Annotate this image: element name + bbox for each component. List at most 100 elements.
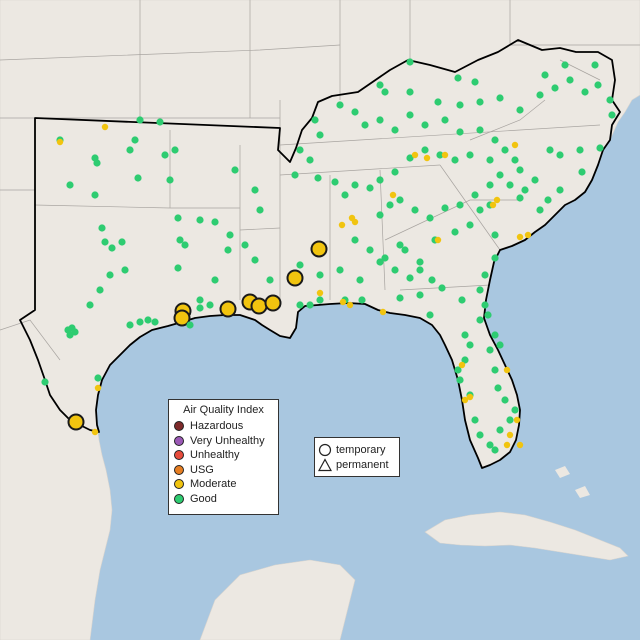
good-monitor-dot[interactable] <box>491 331 499 339</box>
temporary-monitor-marker[interactable] <box>310 240 328 258</box>
good-monitor-dot[interactable] <box>406 88 414 96</box>
good-monitor-dot[interactable] <box>71 328 79 336</box>
good-monitor-dot[interactable] <box>551 84 559 92</box>
good-monitor-dot[interactable] <box>481 271 489 279</box>
good-monitor-dot[interactable] <box>438 284 446 292</box>
good-monitor-dot[interactable] <box>396 241 404 249</box>
moderate-monitor-dot[interactable] <box>503 366 511 374</box>
good-monitor-dot[interactable] <box>466 341 474 349</box>
good-monitor-dot[interactable] <box>491 254 499 262</box>
good-monitor-dot[interactable] <box>451 228 459 236</box>
moderate-monitor-dot[interactable] <box>493 196 501 204</box>
good-monitor-dot[interactable] <box>581 88 589 96</box>
moderate-monitor-dot[interactable] <box>524 231 532 239</box>
good-monitor-dot[interactable] <box>421 146 429 154</box>
good-monitor-dot[interactable] <box>391 168 399 176</box>
moderate-monitor-dot[interactable] <box>91 428 99 436</box>
good-monitor-dot[interactable] <box>606 96 614 104</box>
good-monitor-dot[interactable] <box>476 126 484 134</box>
moderate-monitor-dot[interactable] <box>466 393 474 401</box>
good-monitor-dot[interactable] <box>491 231 499 239</box>
good-monitor-dot[interactable] <box>361 121 369 129</box>
good-monitor-dot[interactable] <box>576 146 584 154</box>
good-monitor-dot[interactable] <box>421 121 429 129</box>
good-monitor-dot[interactable] <box>556 186 564 194</box>
good-monitor-dot[interactable] <box>484 311 492 319</box>
good-monitor-dot[interactable] <box>311 116 319 124</box>
good-monitor-dot[interactable] <box>316 271 324 279</box>
good-monitor-dot[interactable] <box>406 154 414 162</box>
good-monitor-dot[interactable] <box>376 81 384 89</box>
moderate-monitor-dot[interactable] <box>489 201 497 209</box>
good-monitor-dot[interactable] <box>434 98 442 106</box>
good-monitor-dot[interactable] <box>386 201 394 209</box>
good-monitor-dot[interactable] <box>481 301 489 309</box>
good-monitor-dot[interactable] <box>476 98 484 106</box>
good-monitor-dot[interactable] <box>356 276 364 284</box>
good-monitor-dot[interactable] <box>596 144 604 152</box>
good-monitor-dot[interactable] <box>501 146 509 154</box>
good-monitor-dot[interactable] <box>436 151 444 159</box>
good-monitor-dot[interactable] <box>461 331 469 339</box>
good-monitor-dot[interactable] <box>91 191 99 199</box>
good-monitor-dot[interactable] <box>106 271 114 279</box>
good-monitor-dot[interactable] <box>441 116 449 124</box>
good-monitor-dot[interactable] <box>416 291 424 299</box>
good-monitor-dot[interactable] <box>126 146 134 154</box>
good-monitor-dot[interactable] <box>506 181 514 189</box>
good-monitor-dot[interactable] <box>131 136 139 144</box>
good-monitor-dot[interactable] <box>351 108 359 116</box>
moderate-monitor-dot[interactable] <box>423 154 431 162</box>
good-monitor-dot[interactable] <box>366 246 374 254</box>
good-monitor-dot[interactable] <box>296 146 304 154</box>
good-monitor-dot[interactable] <box>108 244 116 252</box>
good-monitor-dot[interactable] <box>491 136 499 144</box>
good-monitor-dot[interactable] <box>594 81 602 89</box>
good-monitor-dot[interactable] <box>466 221 474 229</box>
good-monitor-dot[interactable] <box>376 258 384 266</box>
moderate-monitor-dot[interactable] <box>101 123 109 131</box>
good-monitor-dot[interactable] <box>608 111 616 119</box>
good-monitor-dot[interactable] <box>101 238 109 246</box>
moderate-monitor-dot[interactable] <box>461 396 469 404</box>
good-monitor-dot[interactable] <box>461 356 469 364</box>
good-monitor-dot[interactable] <box>401 246 409 254</box>
good-monitor-dot[interactable] <box>296 301 304 309</box>
good-monitor-dot[interactable] <box>396 294 404 302</box>
moderate-monitor-dot[interactable] <box>516 441 524 449</box>
good-monitor-dot[interactable] <box>471 78 479 86</box>
good-monitor-dot[interactable] <box>516 194 524 202</box>
moderate-monitor-dot[interactable] <box>506 431 514 439</box>
good-monitor-dot[interactable] <box>381 254 389 262</box>
temporary-monitor-marker[interactable] <box>264 294 282 312</box>
good-monitor-dot[interactable] <box>476 431 484 439</box>
moderate-monitor-dot[interactable] <box>503 441 511 449</box>
good-monitor-dot[interactable] <box>156 118 164 126</box>
good-monitor-dot[interactable] <box>226 231 234 239</box>
moderate-monitor-dot[interactable] <box>339 298 347 306</box>
moderate-monitor-dot[interactable] <box>511 141 519 149</box>
good-monitor-dot[interactable] <box>224 246 232 254</box>
good-monitor-dot[interactable] <box>426 311 434 319</box>
good-monitor-dot[interactable] <box>511 156 519 164</box>
good-monitor-dot[interactable] <box>486 346 494 354</box>
good-monitor-dot[interactable] <box>471 191 479 199</box>
good-monitor-dot[interactable] <box>126 321 134 329</box>
good-monitor-dot[interactable] <box>291 171 299 179</box>
good-monitor-dot[interactable] <box>166 176 174 184</box>
good-monitor-dot[interactable] <box>496 94 504 102</box>
good-monitor-dot[interactable] <box>376 116 384 124</box>
temporary-monitor-marker[interactable] <box>219 300 237 318</box>
good-monitor-dot[interactable] <box>458 296 466 304</box>
good-monitor-dot[interactable] <box>176 236 184 244</box>
good-monitor-dot[interactable] <box>391 266 399 274</box>
good-monitor-dot[interactable] <box>406 111 414 119</box>
good-monitor-dot[interactable] <box>531 176 539 184</box>
good-monitor-dot[interactable] <box>578 168 586 176</box>
good-monitor-dot[interactable] <box>376 211 384 219</box>
moderate-monitor-dot[interactable] <box>458 361 466 369</box>
good-monitor-dot[interactable] <box>336 101 344 109</box>
moderate-monitor-dot[interactable] <box>56 138 64 146</box>
good-monitor-dot[interactable] <box>426 214 434 222</box>
good-monitor-dot[interactable] <box>428 276 436 284</box>
